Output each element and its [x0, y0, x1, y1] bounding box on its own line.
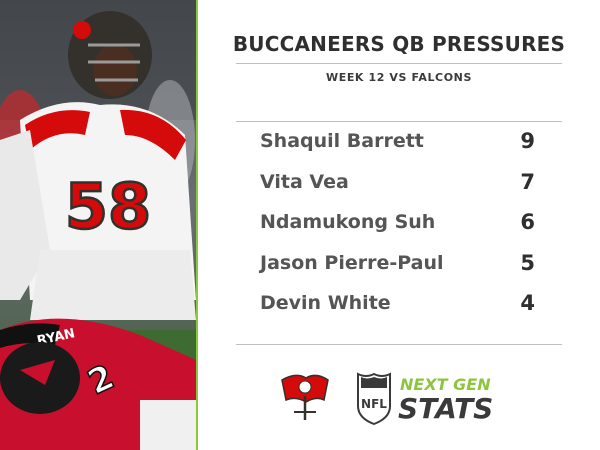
pressure-count: 6	[520, 210, 535, 234]
table-bottom-rule	[236, 344, 562, 345]
player-name: Jason Pierre-Paul	[260, 251, 444, 274]
player-name: Vita Vea	[260, 170, 349, 193]
pressure-count: 7	[520, 169, 535, 194]
pressure-count: 4	[520, 291, 535, 315]
table-top-rule	[236, 121, 562, 122]
next-gen-stats-logo: NEXT GEN STATS	[398, 375, 493, 425]
buccaneers-logo-icon	[281, 374, 329, 420]
player-name: Devin White	[260, 292, 391, 314]
player-name: Ndamukong Suh	[260, 211, 436, 233]
list-item: Ndamukong Suh 6	[260, 205, 535, 246]
stats-panel: BUCCANEERS QB PRESSURES WEEK 12 VS FALCO…	[198, 0, 600, 450]
graphic-title: BUCCANEERS QB PRESSURES	[232, 32, 566, 56]
list-item: Vita Vea 7	[260, 165, 535, 206]
player-name: Shaquil Barrett	[260, 130, 424, 152]
title-rule	[236, 63, 562, 64]
accent-divider	[196, 0, 198, 450]
pressures-list: Shaquil Barrett 9 Vita Vea 7 Ndamukong S…	[260, 124, 535, 327]
nfl-shield-icon: NFL	[357, 372, 391, 426]
svg-text:NFL: NFL	[361, 397, 387, 411]
player-photo-illustration: 58 RYAN 2	[0, 0, 196, 450]
ngs-line1: NEXT GEN	[400, 375, 491, 394]
graphic-subtitle: WEEK 12 VS FALCONS	[325, 71, 473, 84]
list-item: Jason Pierre-Paul 5	[260, 246, 535, 287]
pressure-count: 9	[520, 129, 535, 153]
player-photo: 58 RYAN 2	[0, 0, 196, 450]
logo-bar: NFL NEXT GEN STATS	[276, 366, 526, 426]
jersey-number: 58	[65, 170, 151, 243]
list-item: Devin White 4	[260, 286, 535, 327]
pressure-count: 5	[520, 250, 535, 275]
list-item: Shaquil Barrett 9	[260, 124, 535, 165]
ngs-line2: STATS	[398, 392, 493, 425]
